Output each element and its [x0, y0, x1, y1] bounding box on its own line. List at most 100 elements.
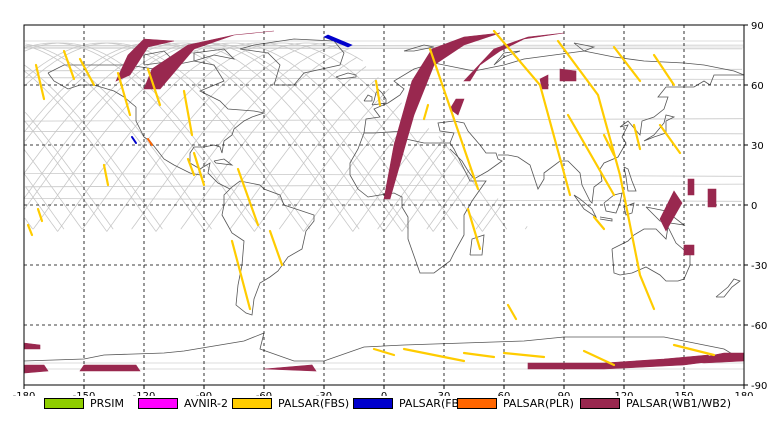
swath-palsar-fbs: [230, 239, 252, 311]
legend-swatch-avnir2: [138, 397, 178, 409]
swath-palsar-fbs: [192, 151, 206, 187]
coastline: [239, 38, 345, 86]
x-tick-label: 90: [558, 391, 571, 396]
swath-palsar-wb: [683, 244, 695, 256]
legend-swatch-prsim: [44, 397, 84, 409]
legend-item-palsar-fbd: PALSAR(FBD): [353, 396, 472, 410]
legend-label-palsar-wb: PALSAR(WB1/WB2): [626, 396, 732, 410]
legend-swatch-palsar-plr: [457, 397, 497, 409]
orbit-track: [23, 149, 457, 232]
y-tick-label: 90: [751, 21, 764, 32]
swath-palsar-fbs: [268, 229, 284, 267]
x-tick-label: 180: [734, 391, 753, 396]
observation-swaths: [23, 29, 745, 374]
coastline: [573, 42, 596, 52]
x-tick-label: -30: [316, 391, 332, 396]
coverage-map: -180 -150 -120 -90 -60 -30 0 30 60 90 120 150 180 90 6…: [12, 21, 768, 396]
swath-palsar-fbs: [422, 103, 430, 121]
swath-palsar-fbs: [602, 133, 616, 157]
swath-palsar-wb: [263, 364, 317, 372]
coastline: [47, 60, 315, 316]
x-tick-label: -180: [13, 391, 36, 396]
swath-palsar-fbs: [592, 215, 606, 231]
y-tick-label: 0: [751, 201, 757, 212]
swath-palsar-wb: [559, 68, 577, 82]
swath-palsar-fbs: [78, 57, 96, 87]
swath-palsar-fbs: [462, 351, 496, 359]
swath-palsar-fbs: [146, 67, 162, 107]
coastline: [23, 332, 745, 362]
x-tick-label: 60: [498, 391, 511, 396]
swath-palsar-fbs: [502, 351, 546, 359]
swath-palsar-fbs: [556, 39, 656, 311]
y-tick-label: -30: [751, 261, 767, 272]
coastline: [493, 50, 521, 66]
swath-palsar-fbs: [466, 207, 482, 251]
swath-palsar-fbs: [428, 47, 480, 191]
swath-palsar-wb: [687, 178, 695, 196]
swath-palsar-wb: [707, 188, 717, 208]
swath-palsar-fbs: [182, 89, 194, 137]
legend-item-palsar-wb: PALSAR(WB1/WB2): [580, 396, 731, 410]
swath-palsar-fbs: [236, 167, 260, 227]
legend: PRSIM AVNIR-2 PALSAR(FBS) PALSAR(FBD) PA…: [0, 396, 770, 426]
x-tick-label: -120: [133, 391, 156, 396]
swath-palsar-fbs: [402, 347, 466, 363]
swath-palsar-fbs: [372, 347, 396, 357]
legend-item-palsar-plr: PALSAR(PLR): [457, 396, 574, 410]
legend-swatch-palsar-fbd: [353, 397, 393, 409]
swath-palsar-fbs: [36, 207, 44, 223]
swath-palsar-fbs: [566, 113, 616, 197]
coastline: [643, 114, 676, 142]
legend-label-palsar-fbs: PALSAR(FBS): [278, 396, 350, 410]
swath-palsar-fbs: [102, 163, 110, 187]
swath-palsar-fbs: [374, 79, 382, 107]
coastline: [135, 107, 201, 176]
coastline: [715, 278, 741, 298]
graticule: [24, 25, 744, 385]
coastline: [645, 206, 686, 226]
coastlines: [23, 38, 745, 362]
swath-palsar-plr: [147, 138, 153, 146]
swath-palsar-fbs: [62, 49, 76, 81]
coastline: [363, 94, 373, 102]
coastline: [403, 44, 435, 52]
swath-palsar-fbs: [116, 71, 132, 117]
y-tick-label: -90: [751, 381, 767, 392]
coastline: [213, 158, 234, 166]
swath-palsar-wb: [539, 74, 549, 90]
swath-palsar-fbd: [323, 34, 353, 48]
coastline: [335, 72, 357, 80]
orbit-track: [82, 42, 483, 232]
swath-palsar-wb: [383, 32, 501, 200]
swath-palsar-wb: [527, 354, 715, 370]
swath-palsar-fbs: [26, 223, 34, 237]
orbit-track: [106, 42, 508, 232]
orbit-track: [23, 42, 743, 232]
coastline: [349, 130, 487, 274]
legend-swatch-palsar-fbs: [232, 397, 272, 409]
coastline: [437, 120, 503, 180]
orbit-track: [23, 145, 447, 232]
orbit-track: [24, 64, 503, 232]
x-tick-label: -150: [73, 391, 96, 396]
swath-palsar-fbs: [492, 29, 572, 197]
swath-palsar-fbs: [186, 157, 196, 177]
orbit-track: [155, 43, 345, 232]
orbit-track: [204, 56, 358, 232]
x-tick-label: 120: [614, 391, 633, 396]
x-tick-label: -90: [196, 391, 212, 396]
x-tick-label: 0: [381, 391, 387, 396]
swath-palsar-wb: [115, 38, 175, 82]
orbit-track: [24, 141, 744, 232]
legend-label-avnir2: AVNIR-2: [184, 396, 228, 410]
coastline: [623, 202, 635, 216]
x-tick-label: 150: [674, 391, 693, 396]
orbit-track: [57, 42, 458, 232]
coastline: [469, 234, 485, 256]
swath-palsar-fbs: [34, 63, 46, 101]
legend-swatch-palsar-wb: [580, 397, 620, 409]
swath-palsar-fbs: [632, 123, 642, 151]
orbit-track: [23, 118, 743, 232]
orbit-track: [254, 77, 379, 232]
